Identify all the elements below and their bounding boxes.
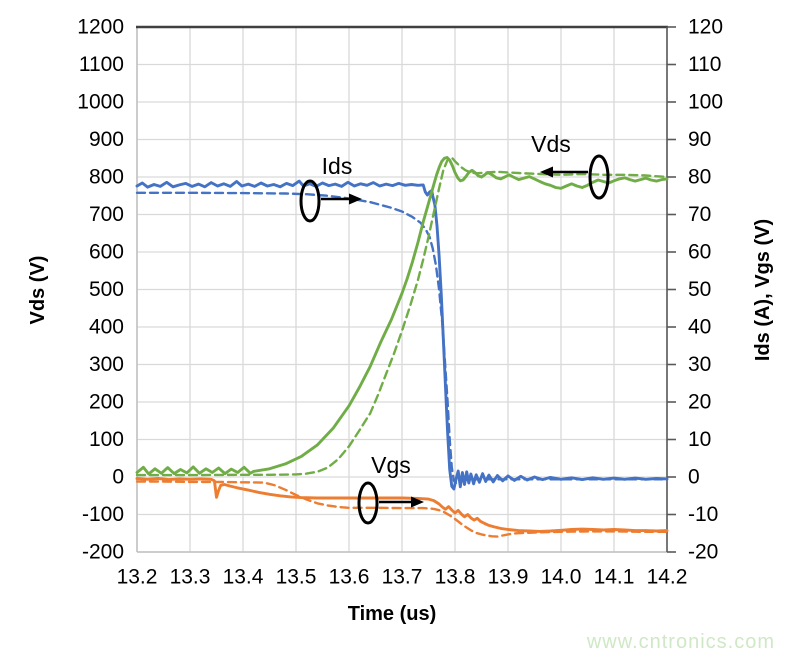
y-right-tick-label: 100 bbox=[688, 91, 723, 114]
y-right-tick-label: 20 bbox=[688, 391, 711, 414]
annotation-label-vgs: Vgs bbox=[371, 452, 411, 478]
y-right-tick-label: 50 bbox=[688, 278, 711, 301]
y-right-tick-label: 70 bbox=[688, 203, 711, 226]
y-right-tick-label: 10 bbox=[688, 428, 711, 451]
y-left-tick-label: -100 bbox=[82, 503, 124, 526]
watermark: www.cntronics.com bbox=[586, 631, 775, 653]
y-right-tick-label: 0 bbox=[688, 466, 700, 489]
annotation-ellipse-vds bbox=[588, 154, 610, 200]
x-tick-label: 13.5 bbox=[276, 566, 317, 589]
y-left-tick-label: 1200 bbox=[77, 16, 124, 39]
y-left-tick-label: 400 bbox=[89, 316, 124, 339]
x-tick-label: 13.3 bbox=[170, 566, 211, 589]
annotation-label-vds: Vds bbox=[531, 131, 571, 157]
y-right-tick-label: -10 bbox=[688, 503, 718, 526]
x-tick-label: 13.8 bbox=[435, 566, 476, 589]
annotation-arrow-head-vgs bbox=[411, 496, 424, 508]
y-right-tick-label: 110 bbox=[688, 53, 721, 76]
y-left-tick-label: 100 bbox=[89, 428, 124, 451]
y-left-tick-label: 600 bbox=[89, 241, 124, 264]
y-left-axis-title: Vds (V) bbox=[27, 256, 49, 325]
y-right-tick-label: 30 bbox=[688, 353, 711, 376]
x-tick-label: 13.4 bbox=[223, 566, 264, 589]
series-ids-dashed bbox=[135, 191, 669, 485]
y-left-tick-label: 200 bbox=[89, 391, 124, 414]
y-right-tick-label: 120 bbox=[688, 16, 723, 39]
series-vds-solid bbox=[135, 156, 669, 476]
axis-titles: Vds (V) Ids (A), Vgs (V) Time (us) bbox=[27, 219, 774, 625]
annotation-vgs: Vgs bbox=[357, 452, 424, 525]
y-left-tick-label: 1000 bbox=[77, 91, 124, 114]
annotation-arrow-head-ids bbox=[349, 193, 362, 205]
annotation-label-ids: Ids bbox=[322, 153, 353, 179]
tick-labels: 1200110010009008007006005004003002001000… bbox=[77, 16, 723, 589]
y-right-tick-label: 90 bbox=[688, 128, 711, 151]
x-tick-label: 14.0 bbox=[541, 566, 582, 589]
x-tick-label: 14.2 bbox=[647, 566, 688, 589]
x-tick-label: 13.2 bbox=[117, 566, 158, 589]
y-left-tick-label: 700 bbox=[89, 203, 124, 226]
y-left-tick-label: 800 bbox=[89, 166, 124, 189]
y-right-axis-title: Ids (A), Vgs (V) bbox=[752, 219, 774, 361]
x-axis-title: Time (us) bbox=[348, 603, 437, 625]
y-left-tick-label: 300 bbox=[89, 353, 124, 376]
annotation-vds: Vds bbox=[531, 131, 610, 200]
y-left-tick-label: -200 bbox=[82, 541, 124, 564]
x-tick-label: 13.9 bbox=[488, 566, 529, 589]
plot-border bbox=[136, 25, 676, 553]
y-left-tick-label: 500 bbox=[89, 278, 124, 301]
y-left-tick-label: 0 bbox=[112, 466, 124, 489]
y-right-tick-label: 80 bbox=[688, 166, 711, 189]
annotation-ellipse-vgs bbox=[357, 481, 379, 525]
y-right-tick-label: 60 bbox=[688, 241, 711, 264]
series-vgs-solid bbox=[135, 477, 669, 533]
x-tick-label: 13.6 bbox=[329, 566, 370, 589]
y-right-tick-label: 40 bbox=[688, 316, 711, 339]
x-tick-label: 13.7 bbox=[382, 566, 423, 589]
annotation-ids: Ids bbox=[299, 153, 362, 223]
series-vds-dashed bbox=[135, 156, 669, 477]
y-left-tick-label: 900 bbox=[89, 128, 124, 151]
series-group bbox=[135, 156, 669, 538]
series-ids-solid bbox=[135, 179, 669, 491]
x-tick-label: 14.1 bbox=[594, 566, 635, 589]
annotation-ellipse-ids bbox=[299, 179, 321, 223]
annotation-arrow-head-vds bbox=[540, 166, 553, 178]
y-right-tick-label: -20 bbox=[688, 541, 718, 564]
y-left-tick-label: 1100 bbox=[79, 53, 124, 76]
series-vgs-dashed bbox=[135, 480, 669, 538]
